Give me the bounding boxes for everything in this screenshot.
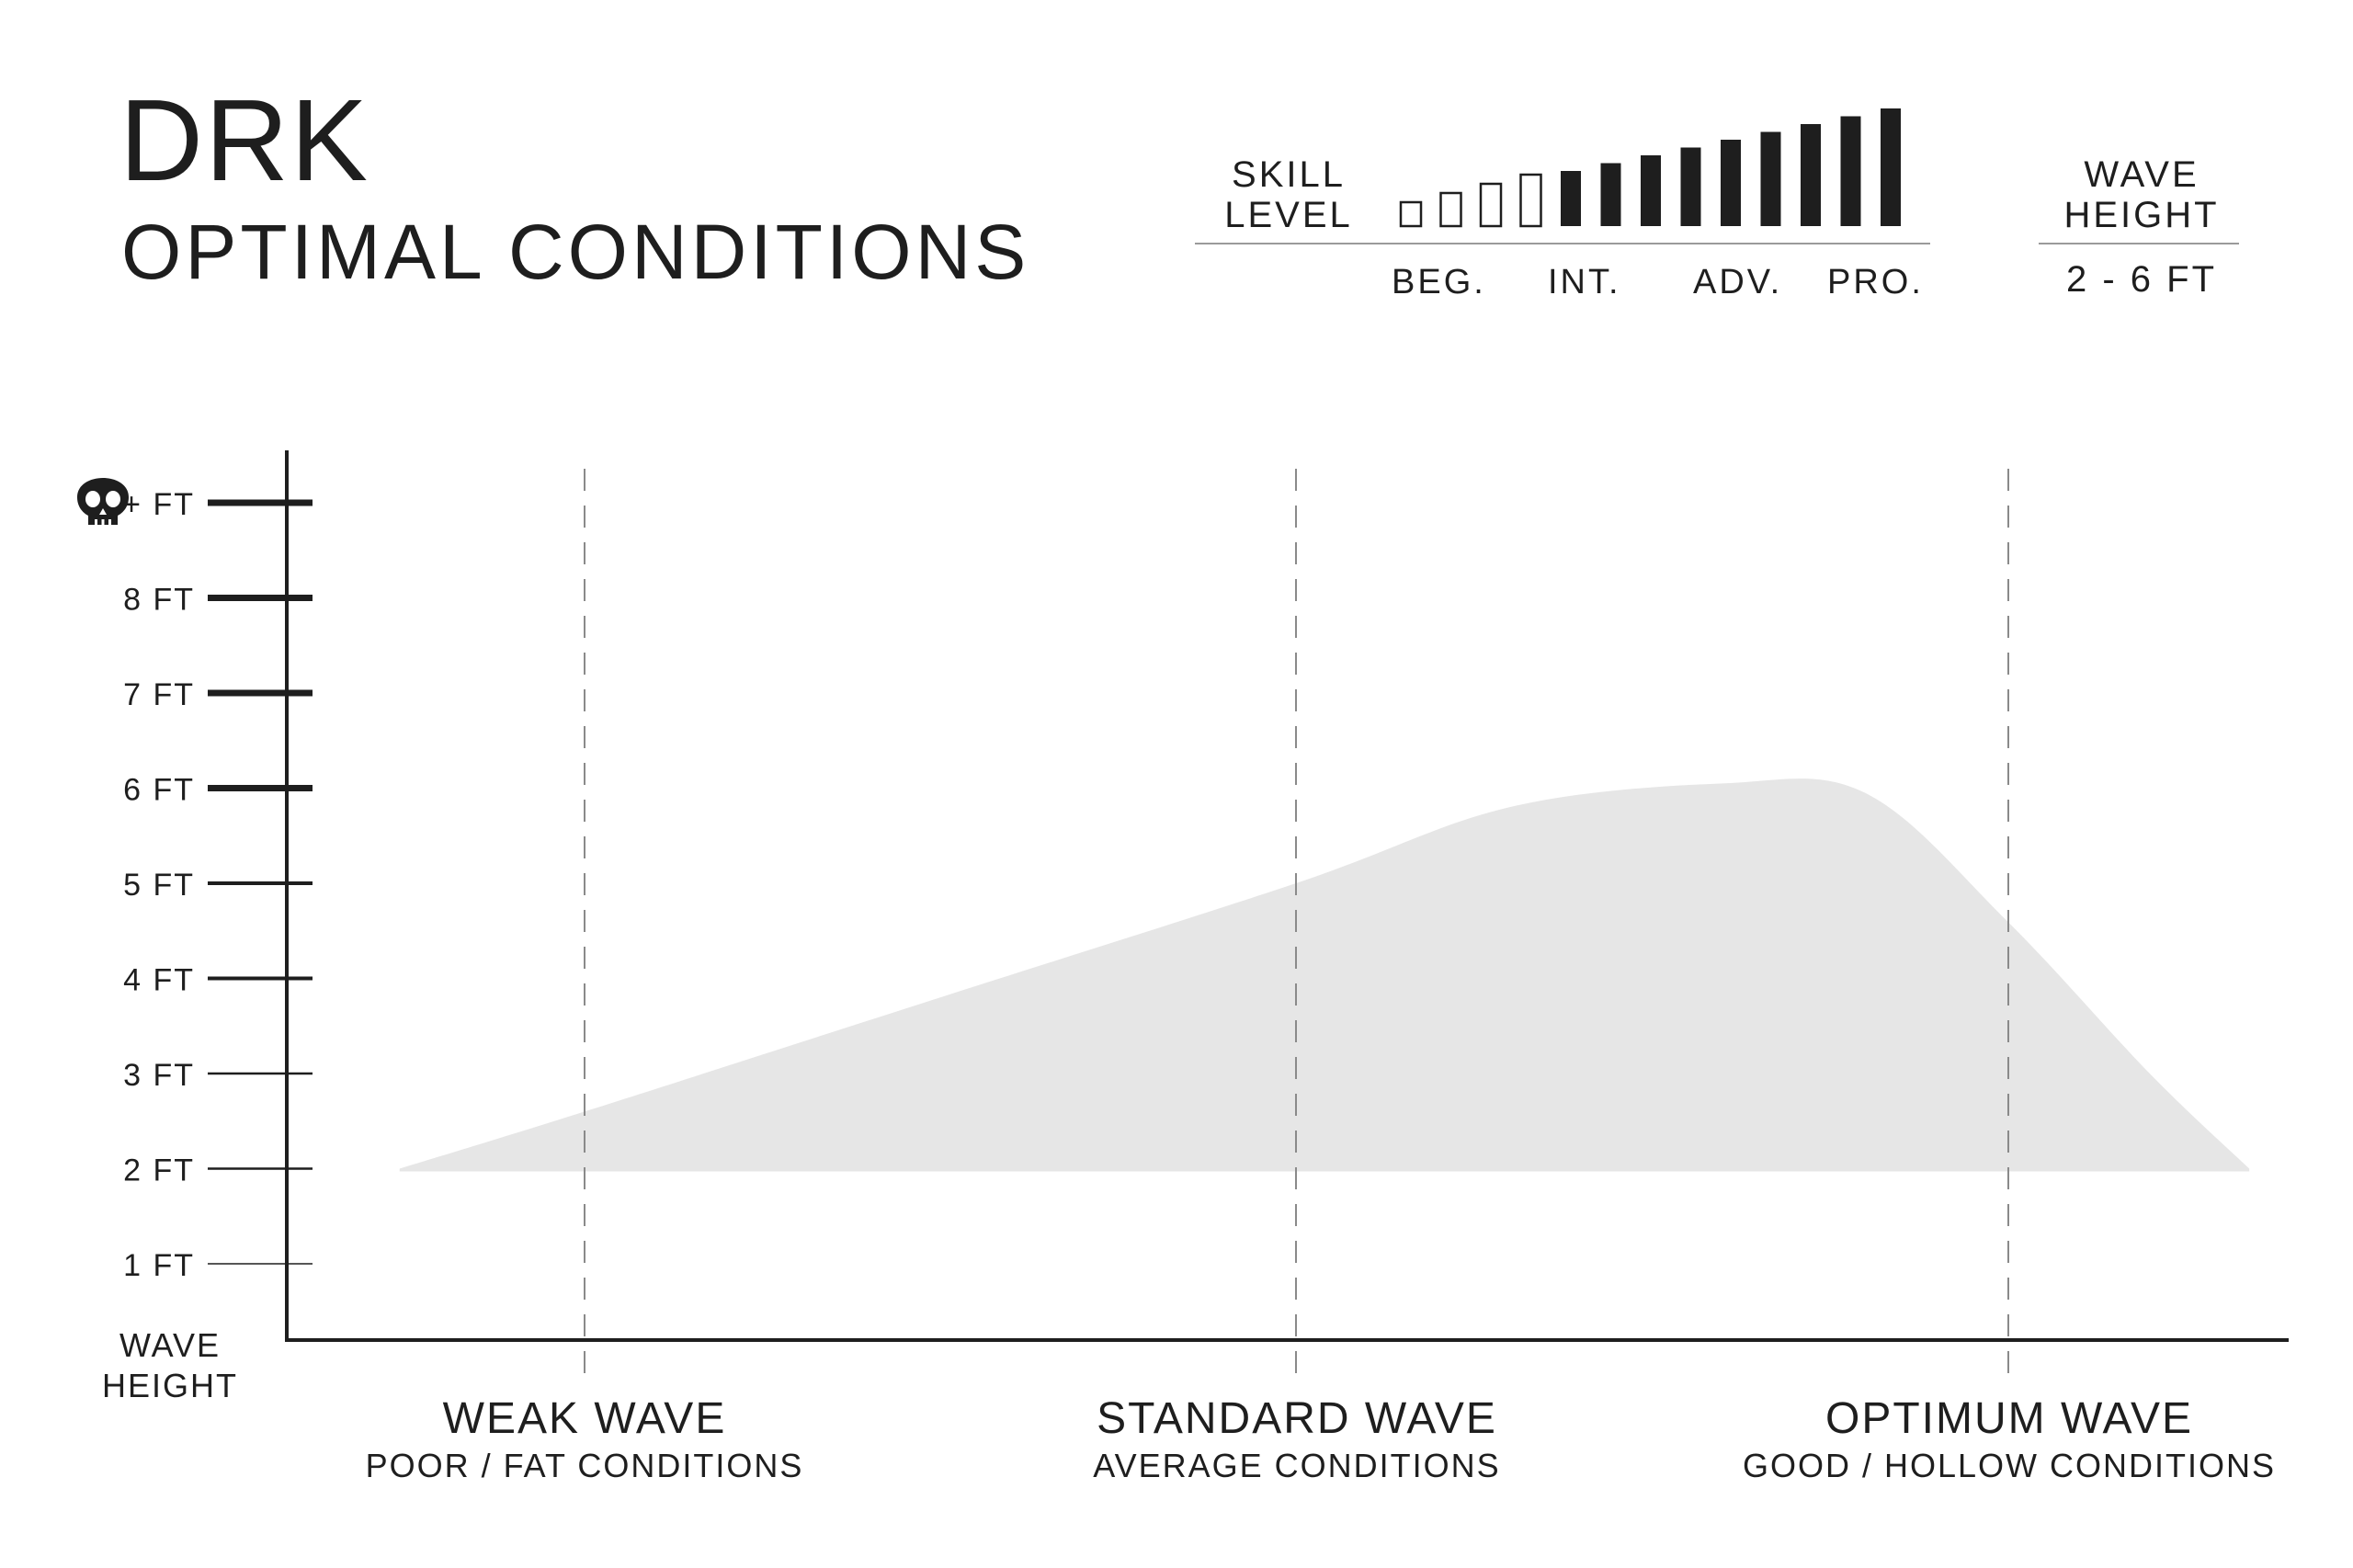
category-weak-wave-sub: POOR / FAT CONDITIONS — [365, 1447, 804, 1484]
category-standard-wave: STANDARD WAVE — [1097, 1394, 1497, 1443]
wave-height-label-line1: WAVE — [2084, 154, 2200, 195]
skill-level-bars — [1399, 108, 1901, 228]
skill-bar-8 — [1680, 147, 1701, 226]
wave-height-label: WAVE HEIGHT — [2040, 154, 2243, 235]
skill-bar-10 — [1760, 131, 1781, 226]
y-axis-label-line2: HEIGHT — [101, 1367, 238, 1404]
category-optimum-wave-sub: GOOD / HOLLOW CONDITIONS — [1742, 1447, 2277, 1484]
page-title: DRK — [119, 75, 370, 205]
y-tick-label-1: 2 FT — [123, 1153, 195, 1188]
skill-tick-beg: BEG. — [1392, 263, 1486, 301]
skill-bar-13 — [1881, 108, 1901, 226]
skill-bar-11 — [1801, 124, 1821, 226]
y-tick-label-2: 3 FT — [123, 1058, 195, 1093]
skill-bar-4 — [1519, 173, 1542, 228]
y-tick-label-5: 6 FT — [123, 773, 195, 808]
y-tick-label-4: 5 FT — [123, 868, 195, 903]
skill-tick-pro: PRO. — [1827, 263, 1924, 301]
skill-bar-3 — [1479, 182, 1503, 228]
y-axis-label-line1: WAVE — [119, 1326, 221, 1364]
skill-bar-1 — [1399, 200, 1423, 228]
category-standard-wave-sub: AVERAGE CONDITIONS — [1093, 1447, 1501, 1484]
skull-icon — [77, 478, 129, 525]
y-tick-label-7: 8 FT — [123, 583, 195, 618]
skill-tick-adv: ADV. — [1693, 263, 1783, 301]
category-weak-wave: WEAK WAVE — [442, 1394, 727, 1443]
y-axis-label: WAVE HEIGHT — [64, 1325, 276, 1406]
category-optimum-wave: OPTIMUM WAVE — [1825, 1394, 2193, 1443]
optimal-area — [399, 778, 2250, 1172]
skill-tick-int: INT. — [1548, 263, 1621, 301]
page-subtitle: OPTIMAL CONDITIONS — [121, 209, 1030, 295]
wave-height-label-line2: HEIGHT — [2063, 195, 2220, 235]
skill-bar-5 — [1561, 171, 1581, 226]
wave-height-divider — [2039, 243, 2239, 244]
wave-height-range: 2 - 6 FT — [2065, 259, 2218, 300]
skill-bar-6 — [1600, 163, 1621, 226]
skill-bar-2 — [1439, 191, 1462, 228]
skill-bar-12 — [1840, 116, 1861, 226]
y-tick-label-3: 4 FT — [123, 963, 195, 998]
skill-level-label-line2: LEVEL — [1224, 195, 1353, 235]
skill-level-label: SKILL LEVEL — [1215, 154, 1362, 235]
y-tick-label-6: 7 FT — [123, 677, 195, 712]
y-tick-label-0: 1 FT — [123, 1248, 195, 1283]
skill-level-label-line1: SKILL — [1232, 154, 1346, 195]
skill-bar-7 — [1641, 155, 1661, 226]
y-tick-label-8: + FT — [122, 487, 195, 522]
skill-bar-9 — [1721, 140, 1741, 226]
skill-level-divider — [1195, 243, 1930, 244]
